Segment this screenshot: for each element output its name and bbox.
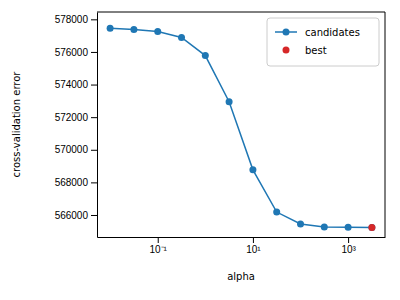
x-tick: 10¹ [246,237,261,255]
y-tick-label: 566000 [55,210,89,221]
y-tick-mark [91,150,97,151]
legend-label: candidates [305,27,360,38]
y-tick-mark [91,85,97,86]
x-tick-mark [348,237,349,243]
y-tick-mark [91,117,97,118]
x-tick-label: 10¹ [246,244,261,255]
legend: candidates best [267,18,379,66]
chart: 10⁻¹ 10¹ 10³ 566000 568000 570000 572000 574000… [0,0,400,300]
frame-top [97,12,385,13]
y-axis-label: cross-validation error [11,71,22,178]
y-tick-label: 576000 [55,47,89,58]
series-point [226,98,233,105]
x-tick-mark [253,237,254,243]
y-tick: 566000 [55,210,97,221]
series-point [321,224,328,231]
legend-box [267,18,379,66]
legend-marker [283,47,290,54]
x-tick-label: 10⁻¹ [149,244,167,255]
y-tick-label: 574000 [55,79,89,90]
series-point [368,224,375,231]
legend-marker [283,29,290,36]
series-point [345,224,352,231]
y-axis: 566000 568000 570000 572000 574000 576000 5780… [55,13,98,238]
series-point [130,26,137,33]
y-tick-mark [91,215,97,216]
series-point [297,220,304,227]
series-point [249,166,256,173]
y-tick: 574000 [55,79,97,90]
series-point [273,209,280,216]
y-tick-label: 570000 [55,144,89,155]
y-tick-mark [91,19,97,20]
y-axis-line [97,13,98,238]
x-axis: 10⁻¹ 10¹ 10³ [98,237,386,255]
series-point [178,34,185,41]
frame-right [385,12,386,237]
y-tick-mark [91,182,97,183]
x-axis-line [98,237,386,238]
y-tick-label: 572000 [55,112,89,123]
series-point [107,25,114,32]
x-tick: 10⁻¹ [149,237,167,255]
series-point [368,224,375,231]
y-tick: 568000 [55,177,97,188]
y-tick: 576000 [55,47,97,58]
x-tick: 10³ [341,237,356,255]
legend-label: best [305,45,327,56]
x-axis-label: alpha [227,271,255,282]
plot: 10⁻¹ 10¹ 10³ 566000 568000 570000 572000 574000… [55,12,386,255]
y-tick: 578000 [55,14,97,25]
x-tick-label: 10³ [341,244,356,255]
x-tick-mark [158,237,159,243]
y-tick: 572000 [55,112,97,123]
y-tick: 570000 [55,144,97,155]
series-point [202,52,209,59]
y-tick-label: 578000 [55,14,89,25]
y-tick-mark [91,52,97,53]
series-point [154,28,161,35]
y-tick-label: 568000 [55,177,89,188]
